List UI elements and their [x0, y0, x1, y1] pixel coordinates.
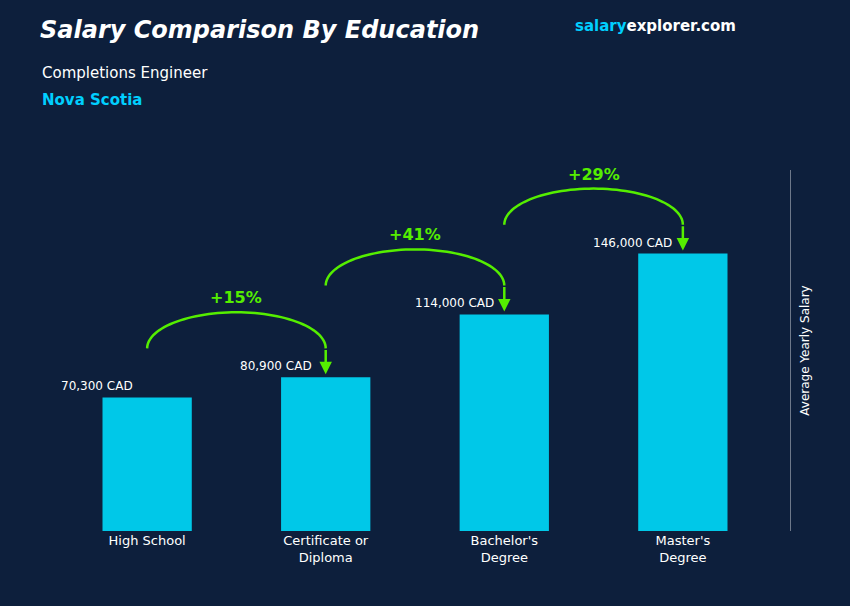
- svg-text:80,900 CAD: 80,900 CAD: [240, 359, 312, 373]
- svg-text:Nova Scotia: Nova Scotia: [42, 91, 142, 109]
- svg-text:salaryexplorer.com: salaryexplorer.com: [575, 17, 736, 35]
- svg-text:70,300 CAD: 70,300 CAD: [61, 379, 133, 393]
- svg-text:Certificate orDiploma: Certificate orDiploma: [283, 533, 369, 565]
- svg-text:Completions Engineer: Completions Engineer: [42, 64, 208, 82]
- svg-text:Master'sDegree: Master'sDegree: [655, 533, 710, 565]
- svg-text:High School: High School: [109, 533, 186, 548]
- svg-text:Average Yearly Salary: Average Yearly Salary: [798, 285, 812, 415]
- svg-text:+29%: +29%: [568, 165, 620, 184]
- svg-text:+41%: +41%: [389, 225, 441, 244]
- svg-text:Salary Comparison By Education: Salary Comparison By Education: [40, 16, 479, 44]
- svg-text:146,000 CAD: 146,000 CAD: [593, 236, 672, 250]
- svg-text:Bachelor'sDegree: Bachelor'sDegree: [471, 533, 539, 565]
- svg-text:114,000 CAD: 114,000 CAD: [415, 296, 494, 310]
- svg-text:+15%: +15%: [210, 288, 262, 307]
